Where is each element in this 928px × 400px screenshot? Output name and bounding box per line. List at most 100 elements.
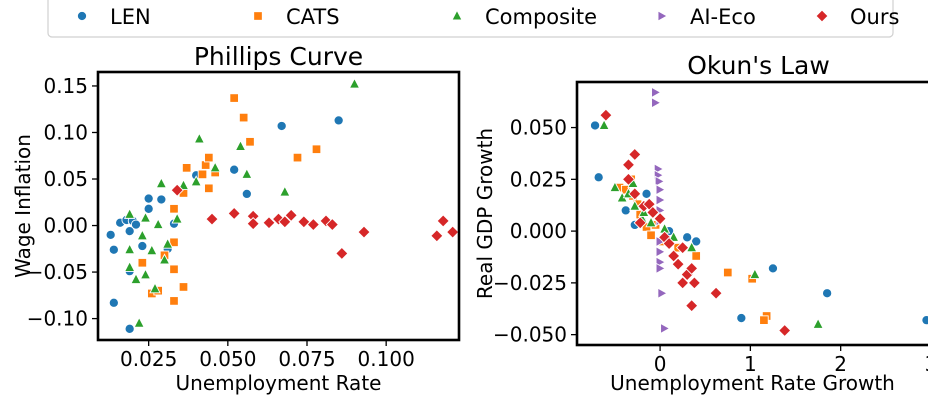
point-cats bbox=[229, 93, 239, 103]
point-ours bbox=[325, 217, 339, 232]
point-cats bbox=[723, 267, 733, 278]
point-ai-eco bbox=[651, 96, 662, 109]
point-ours bbox=[262, 216, 276, 230]
point-composite bbox=[123, 207, 136, 219]
x-tick-label: 0.025 bbox=[120, 347, 177, 371]
phillips-curve-points bbox=[105, 77, 460, 334]
legend-item-ours: Ours bbox=[815, 5, 899, 29]
point-len bbox=[124, 323, 135, 334]
point-composite bbox=[685, 241, 698, 253]
point-composite bbox=[241, 167, 253, 179]
legend-label-len: LEN bbox=[110, 5, 151, 29]
phillips-curve-y-axis-title: Wage Inflation bbox=[11, 134, 35, 278]
point-composite bbox=[348, 77, 361, 89]
x-tick-label: 3 bbox=[925, 352, 928, 376]
point-len bbox=[590, 120, 601, 131]
point-len bbox=[156, 194, 167, 205]
point-cats bbox=[169, 296, 179, 306]
point-composite bbox=[136, 229, 149, 241]
point-cats bbox=[137, 258, 148, 268]
point-len bbox=[108, 244, 119, 255]
legend-item-composite: Composite bbox=[451, 5, 597, 29]
point-cats bbox=[181, 163, 192, 173]
y-tick-label: 0.050 bbox=[510, 116, 567, 140]
point-len bbox=[143, 193, 154, 204]
point-ours bbox=[653, 212, 667, 226]
point-cats bbox=[759, 315, 769, 325]
point-composite bbox=[139, 211, 152, 223]
y-tick-label: −0.025 bbox=[493, 271, 567, 295]
point-ours bbox=[436, 214, 450, 228]
phillips-curve-axes-frame bbox=[96, 70, 461, 342]
point-ai-eco bbox=[657, 287, 668, 299]
point-ours bbox=[685, 261, 699, 276]
okuns-law-x-axis-title: Unemployment Rate Growth bbox=[610, 371, 895, 395]
y-tick-label: 0.10 bbox=[43, 120, 88, 144]
legend-marker-len bbox=[76, 10, 88, 22]
legend-label-ours: Ours bbox=[850, 5, 899, 29]
point-ours bbox=[284, 208, 298, 222]
point-cats bbox=[292, 152, 303, 163]
point-composite bbox=[146, 244, 158, 256]
y-tick-label: 0.025 bbox=[510, 167, 567, 191]
point-cats bbox=[245, 137, 255, 147]
point-composite bbox=[749, 268, 761, 280]
point-ours bbox=[227, 206, 241, 221]
x-tick-label: 1 bbox=[744, 352, 757, 376]
point-ai-eco bbox=[655, 246, 667, 258]
point-composite bbox=[193, 132, 206, 144]
point-ours bbox=[297, 215, 311, 229]
legend-marker-ai-eco bbox=[657, 10, 668, 22]
legend-marker-ours bbox=[815, 9, 829, 23]
point-ours bbox=[170, 183, 184, 197]
legend-item-cats: CATS bbox=[253, 5, 340, 29]
point-composite bbox=[598, 118, 610, 130]
point-ours bbox=[628, 147, 642, 162]
point-composite bbox=[234, 139, 247, 151]
point-composite bbox=[171, 212, 183, 224]
point-cats bbox=[646, 230, 656, 240]
y-tick-label: 0.00 bbox=[43, 214, 88, 238]
legend-frame bbox=[47, 0, 894, 38]
point-ours bbox=[278, 215, 292, 229]
x-tick-label: 0.100 bbox=[358, 347, 415, 371]
point-len bbox=[767, 263, 778, 274]
point-len bbox=[229, 164, 240, 175]
point-ours bbox=[621, 158, 636, 172]
x-tick-label: 2 bbox=[834, 352, 847, 376]
point-len bbox=[736, 313, 747, 324]
point-composite bbox=[149, 282, 161, 294]
point-ours bbox=[446, 225, 460, 239]
point-cats bbox=[169, 204, 179, 214]
point-ours bbox=[666, 249, 681, 263]
point-composite bbox=[139, 268, 152, 280]
phillips-curve-x-axis-title: Unemployment Rate bbox=[176, 371, 382, 395]
point-len bbox=[130, 219, 142, 230]
x-tick-label: 0.050 bbox=[199, 347, 256, 371]
legend-item-len: LEN bbox=[76, 5, 151, 29]
point-composite bbox=[812, 317, 824, 329]
point-cats bbox=[178, 282, 189, 292]
legend-label-cats: CATS bbox=[286, 5, 340, 29]
point-ai-eco bbox=[655, 262, 667, 275]
point-cats bbox=[197, 169, 208, 180]
point-ai-eco bbox=[651, 86, 662, 99]
y-tick-label: −0.05 bbox=[27, 260, 88, 284]
point-len bbox=[822, 288, 833, 299]
y-tick-label: 0.000 bbox=[510, 219, 567, 243]
point-len bbox=[620, 205, 631, 216]
point-len bbox=[593, 172, 604, 183]
point-ai-eco bbox=[655, 183, 667, 196]
point-ours bbox=[430, 229, 444, 243]
point-composite bbox=[152, 218, 164, 230]
point-ours bbox=[246, 217, 260, 231]
point-composite bbox=[130, 272, 142, 284]
point-ours bbox=[205, 212, 219, 226]
point-cats bbox=[691, 251, 701, 261]
point-ai-eco bbox=[654, 175, 666, 188]
point-len bbox=[241, 188, 252, 199]
point-cats bbox=[311, 144, 322, 154]
point-ai-eco bbox=[655, 194, 667, 206]
point-composite bbox=[123, 260, 136, 272]
